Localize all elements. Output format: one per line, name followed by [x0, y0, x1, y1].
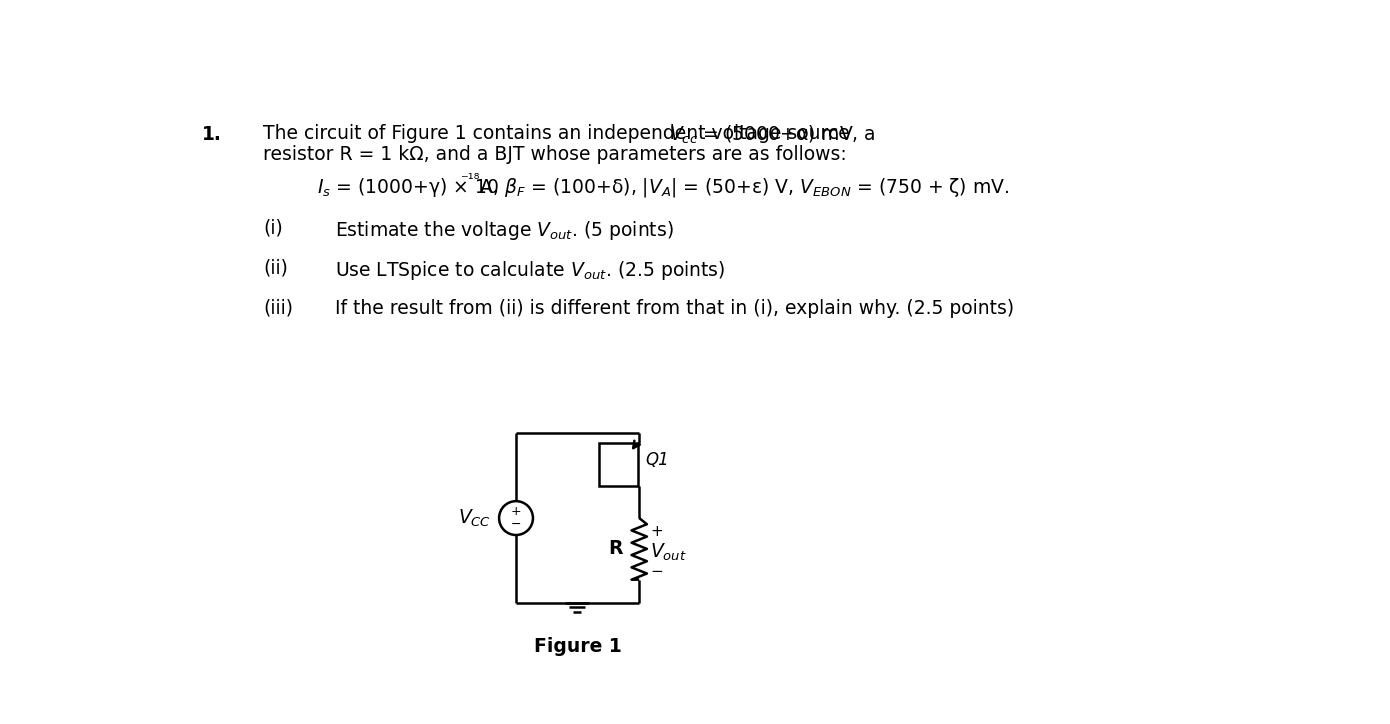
Text: Estimate the voltage $V_{out}$. (5 points): Estimate the voltage $V_{out}$. (5 point…	[335, 219, 674, 242]
Text: $V_{out}$: $V_{out}$	[651, 542, 687, 563]
Text: (iii): (iii)	[264, 298, 293, 318]
Bar	[599, 443, 638, 486]
Text: −: −	[651, 565, 663, 579]
Text: The circuit of Figure 1 contains an independent voltage source: The circuit of Figure 1 contains an inde…	[264, 124, 856, 143]
Text: −: −	[510, 518, 521, 531]
Text: +: +	[510, 505, 521, 518]
Text: +: +	[651, 524, 663, 539]
Text: resistor ​R​ = 1 kΩ, and a BJT whose parameters are as follows:: resistor ​R​ = 1 kΩ, and a BJT whose par…	[264, 145, 848, 164]
Text: A, $\beta_F$ = (100+δ), |$V_A$| = (50+ε) V, $V_{EBON}$ = (750 + ζ) mV.: A, $\beta_F$ = (100+δ), |$V_A$| = (50+ε)…	[474, 176, 1009, 199]
Text: $I_s$ = (1000+γ) × 10: $I_s$ = (1000+γ) × 10	[317, 176, 499, 199]
Text: Q1: Q1	[645, 451, 669, 469]
Text: $V_{cc}$ = (5000+α) mV, a: $V_{cc}$ = (5000+α) mV, a	[669, 124, 876, 146]
Text: 1.: 1.	[202, 125, 222, 144]
Text: R: R	[607, 539, 623, 558]
Text: (i): (i)	[264, 219, 284, 237]
Text: ⁻¹⁸: ⁻¹⁸	[460, 172, 480, 187]
Text: $V_{CC}$: $V_{CC}$	[459, 508, 492, 529]
Text: Use LTSpice to calculate $V_{out}$. (2.5 points): Use LTSpice to calculate $V_{out}$. (2.5…	[335, 258, 726, 282]
Text: (ii): (ii)	[264, 258, 288, 277]
Text: If the result from (ii) is different from that in (i), explain why. (2.5 points): If the result from (ii) is different fro…	[335, 298, 1015, 318]
Text: Figure 1: Figure 1	[534, 637, 621, 657]
